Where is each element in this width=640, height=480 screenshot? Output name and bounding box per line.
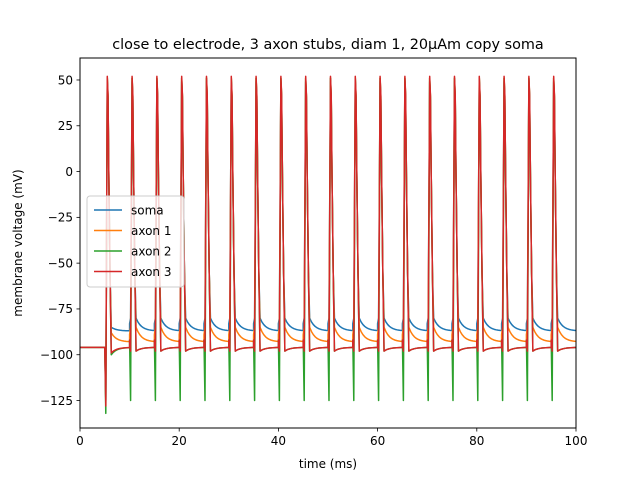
legend-label: axon 1 <box>131 224 171 238</box>
legend-label: axon 3 <box>131 265 171 279</box>
x-tick-label: 40 <box>271 434 286 448</box>
y-tick-label: −75 <box>48 302 73 316</box>
x-tick-label: 0 <box>76 434 84 448</box>
y-tick-label: 0 <box>65 165 73 179</box>
plot-frame <box>79 57 577 429</box>
y-tick-label: −25 <box>48 211 73 225</box>
y-tick-label: −50 <box>48 256 73 270</box>
y-tick-label: −100 <box>40 348 73 362</box>
legend-label: soma <box>131 204 164 218</box>
x-tick-label: 60 <box>370 434 385 448</box>
y-tick-label: 50 <box>58 73 73 87</box>
legend: soma axon 1 axon 2 axon 3 <box>86 195 185 288</box>
x-tick-label: 80 <box>469 434 484 448</box>
y-axis-label: membrane voltage (mV) <box>11 169 25 316</box>
y-tick-label: −125 <box>40 394 73 408</box>
x-tick-label: 100 <box>565 434 588 448</box>
chart-title: close to electrode, 3 axon stubs, diam 1… <box>112 37 543 53</box>
legend-box <box>86 195 185 288</box>
y-tick-label: 25 <box>58 119 73 133</box>
x-tick-label: 20 <box>172 434 187 448</box>
y-axis-ticks: −125 −100 −75 −50 −25 0 25 50 <box>40 73 80 408</box>
legend-label: axon 2 <box>131 245 171 259</box>
x-axis-label: time (ms) <box>299 457 357 471</box>
x-axis-ticks: 0 20 40 60 80 100 <box>76 428 587 448</box>
